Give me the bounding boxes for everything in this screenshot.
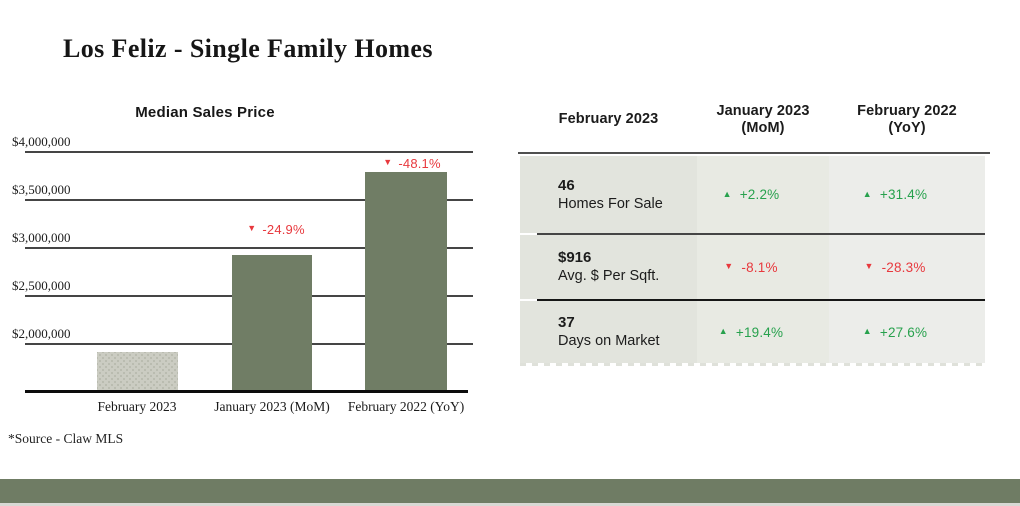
bar-february-2023 — [97, 352, 178, 390]
column-header-january-2023-mom: January 2023 (MoM) — [697, 99, 829, 140]
table-row-homes-for-sale: 46 Homes For Sale ▲ +2.2% ▲ +31.4% — [520, 156, 985, 233]
bar-february-2022-yoy — [365, 172, 447, 390]
metric-value: 46 — [558, 176, 575, 194]
change-value: +2.2% — [739, 187, 780, 202]
table-row-avg-price-per-sqft: $916 Avg. $ Per Sqft. ▼ -8.1% ▼ -28.3% — [520, 235, 985, 299]
up-arrow-icon: ▲ — [722, 188, 732, 199]
down-arrow-icon: ▼ — [247, 223, 257, 233]
row-divider — [537, 299, 985, 301]
table-header-divider — [518, 152, 990, 154]
annotation-text: -24.9% — [262, 221, 305, 237]
gridline — [25, 151, 473, 153]
metric-value: 37 — [558, 314, 575, 331]
annotation-text: -48.1% — [398, 155, 441, 171]
bar-annotation-yoy: ▼ -48.1% — [352, 155, 472, 171]
column-header-sublabel: (MoM) — [741, 119, 785, 136]
metric-label: Homes For Sale — [558, 195, 663, 212]
column-header-february-2022-yoy: February 2022 (YoY) — [829, 99, 985, 140]
metric-label: Avg. $ Per Sqft. — [558, 268, 660, 284]
x-axis-tick-label: January 2023 (MoM) — [214, 399, 330, 414]
down-arrow-icon: ▼ — [724, 261, 734, 271]
row-divider — [537, 233, 985, 235]
median-sales-price-chart: Median Sales Price $4,000,000 $3,500,000… — [0, 0, 500, 460]
y-axis-tick-label: $3,000,000 — [12, 230, 71, 245]
up-arrow-icon: ▲ — [862, 326, 872, 336]
change-value: +19.4% — [735, 324, 784, 340]
down-arrow-icon: ▼ — [864, 261, 874, 271]
chart-title: Median Sales Price — [135, 104, 275, 121]
metric-cell: 37 Days on Market — [520, 301, 697, 363]
page-title: Los Feliz - Single Family Homes — [63, 34, 433, 63]
mom-change-cell: ▲ +19.4% — [697, 301, 829, 363]
mom-change-cell: ▼ -8.1% — [697, 235, 829, 299]
footer-accent-bar — [0, 479, 1020, 503]
column-header-label: February 2023 — [558, 111, 659, 127]
x-axis-tick-label: February 2022 (YoY) — [347, 399, 465, 414]
change-value: +27.6% — [879, 324, 928, 340]
y-axis-tick-label: $4,000,000 — [12, 134, 71, 149]
metric-cell: 46 Homes For Sale — [520, 156, 697, 233]
metric-label: Days on Market — [558, 333, 660, 349]
bar-annotation-mom: ▼ -24.9% — [216, 221, 336, 237]
up-arrow-icon: ▲ — [862, 188, 872, 199]
yoy-change-cell: ▲ +31.4% — [829, 156, 985, 233]
up-arrow-icon: ▲ — [718, 326, 728, 336]
gridline — [25, 199, 473, 201]
y-axis-tick-label: $3,500,000 — [12, 182, 71, 197]
change-value: +31.4% — [879, 187, 928, 202]
y-axis-tick-label: $2,500,000 — [12, 278, 71, 293]
column-header-label: January 2023 — [716, 102, 810, 119]
yoy-change-cell: ▲ +27.6% — [829, 301, 985, 363]
bar-january-2023-mom — [232, 255, 312, 390]
gridline — [25, 247, 473, 249]
down-arrow-icon: ▼ — [383, 157, 393, 167]
source-note: *Source - Claw MLS — [8, 431, 124, 446]
column-header-sublabel: (YoY) — [888, 119, 926, 136]
change-value: -28.3% — [881, 259, 926, 275]
footer-bottom-strip — [0, 503, 1020, 506]
x-axis-line — [25, 390, 468, 393]
metric-cell: $916 Avg. $ Per Sqft. — [520, 235, 697, 299]
column-header-label: February 2022 — [857, 102, 957, 119]
stats-table: 46 Homes For Sale ▲ +2.2% ▲ +31.4% $916 … — [520, 156, 985, 363]
yoy-change-cell: ▼ -28.3% — [829, 235, 985, 299]
column-header-february-2023: February 2023 — [520, 99, 697, 140]
table-row-days-on-market: 37 Days on Market ▲ +19.4% ▲ +27.6% — [520, 301, 985, 363]
metric-value: $916 — [558, 249, 592, 266]
change-value: -8.1% — [741, 259, 778, 275]
table-header-row: February 2023 January 2023 (MoM) Februar… — [520, 99, 985, 140]
y-axis-tick-label: $2,000,000 — [12, 326, 71, 341]
x-axis-tick-label: February 2023 — [97, 399, 177, 414]
table-bottom-edge — [520, 363, 985, 366]
mom-change-cell: ▲ +2.2% — [697, 156, 829, 233]
